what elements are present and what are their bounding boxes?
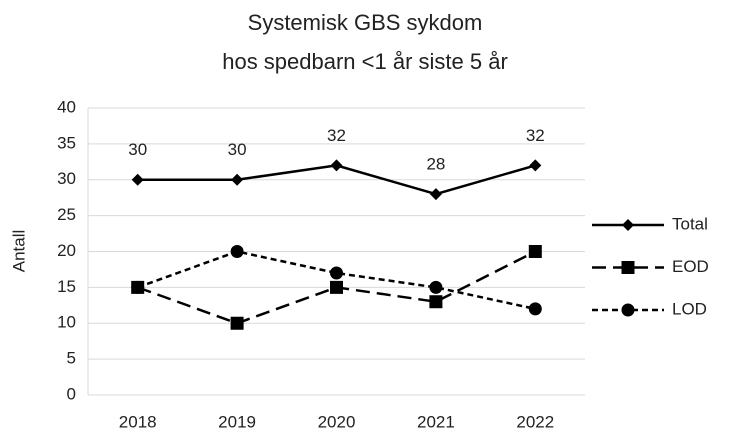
marker [528,245,542,258]
y-tick-label: 5 [67,349,76,368]
y-tick-label: 20 [57,241,76,260]
chart-title: hos spedbarn <1 år siste 5 år [222,49,508,74]
y-tick-label: 15 [57,277,76,296]
marker [622,219,634,231]
y-tick-label: 35 [57,133,76,152]
marker [231,173,244,186]
marker [330,159,343,172]
legend-label: EOD [672,257,709,276]
x-tick-label: 2020 [318,412,356,431]
data-label: 32 [526,126,545,145]
y-tick-label: 40 [57,97,76,116]
marker [621,261,635,274]
series-line [137,250,536,311]
marker [330,280,343,294]
marker [528,302,542,316]
data-label: 32 [327,126,346,145]
x-tick-label: 2021 [417,412,455,431]
marker [230,316,244,330]
data-label: 30 [128,140,147,159]
y-axis-label: Antall [9,230,28,273]
marker [429,188,442,201]
y-tick-label: 25 [57,205,76,224]
legend-label: Total [672,214,708,233]
marker [529,159,542,172]
marker [429,295,443,309]
marker [330,266,343,280]
marker [429,280,443,294]
x-tick-label: 2019 [218,412,256,431]
x-tick-label: 2018 [119,412,157,431]
legend-label: LOD [672,299,707,318]
chart-title: Systemisk GBS sykdom [248,10,483,35]
marker [131,173,144,186]
data-label: 28 [426,155,445,174]
marker [621,303,635,317]
y-tick-label: 10 [57,313,76,332]
y-tick-label: 0 [67,384,76,403]
marker [230,245,244,258]
data-label: 30 [228,140,247,159]
x-tick-label: 2022 [516,412,554,431]
y-tick-label: 30 [57,169,76,188]
marker [131,280,145,294]
